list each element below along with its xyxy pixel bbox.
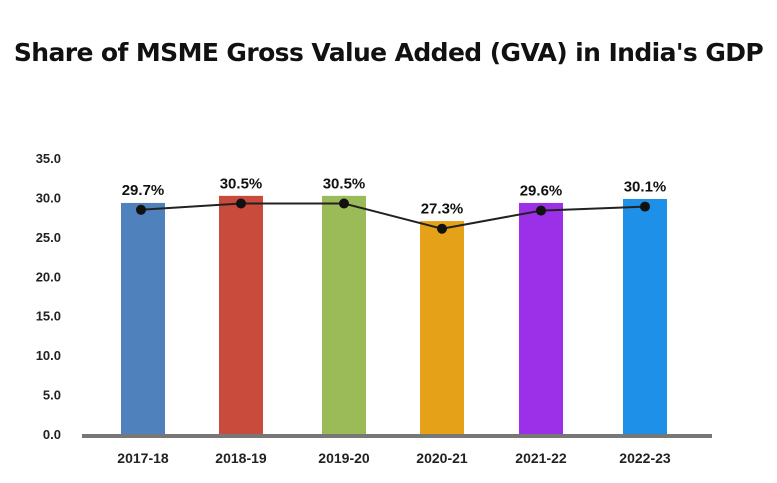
data-label-2021-22: 29.6% (520, 183, 563, 200)
y-axis-ticks: 0.0 5.0 10.0 15.0 20.0 25.0 30.0 35.0 (36, 151, 61, 442)
bar-2018-19 (219, 195, 263, 434)
x-axis-labels: 2017-18 2018-19 2019-20 2020-21 2021-22 2022-… (117, 450, 671, 466)
y-tick-label: 25.0 (36, 230, 61, 245)
bar-2020-21 (420, 221, 464, 434)
y-tick-label: 5.0 (43, 388, 61, 403)
data-label-2018-19: 30.5% (220, 175, 263, 192)
x-tick-label: 2018-19 (215, 450, 267, 466)
data-label-2022-23: 30.1% (624, 179, 667, 196)
y-tick-label: 10.0 (36, 348, 61, 363)
bar-2021-22 (519, 202, 563, 434)
data-labels: 29.7% 30.5% 30.5% 27.3% 29.6% 30.1% (122, 175, 667, 217)
bar-2022-23 (623, 199, 667, 434)
trend-point-2018-19 (236, 198, 246, 209)
y-tick-label: 0.0 (43, 427, 61, 442)
trend-point-2019-20 (339, 198, 349, 209)
chart-title: Share of MSME Gross Value Added (GVA) in… (13, 38, 764, 67)
x-tick-label: 2020-21 (416, 450, 468, 466)
x-tick-label: 2021-22 (515, 450, 567, 466)
trend-points (136, 198, 650, 234)
y-tick-label: 30.0 (36, 190, 61, 205)
bars (121, 195, 667, 434)
y-tick-label: 20.0 (36, 269, 61, 284)
x-tick-label: 2019-20 (318, 450, 370, 466)
y-tick-label: 15.0 (36, 309, 61, 324)
bar-2017-18 (121, 202, 165, 434)
x-tick-label: 2022-23 (619, 450, 671, 466)
trend-line (140, 202, 646, 230)
data-label-2017-18: 29.7% (122, 182, 165, 199)
trend-point-2020-21 (437, 223, 447, 234)
data-label-2019-20: 30.5% (323, 175, 366, 192)
x-tick-label: 2017-18 (117, 450, 169, 466)
data-label-2020-21: 27.3% (421, 201, 464, 218)
trend-point-2017-18 (136, 204, 146, 215)
trend-point-2022-23 (640, 201, 650, 212)
y-tick-label: 35.0 (36, 151, 61, 166)
trend-point-2021-22 (536, 205, 546, 216)
bar-2019-20 (322, 195, 366, 434)
